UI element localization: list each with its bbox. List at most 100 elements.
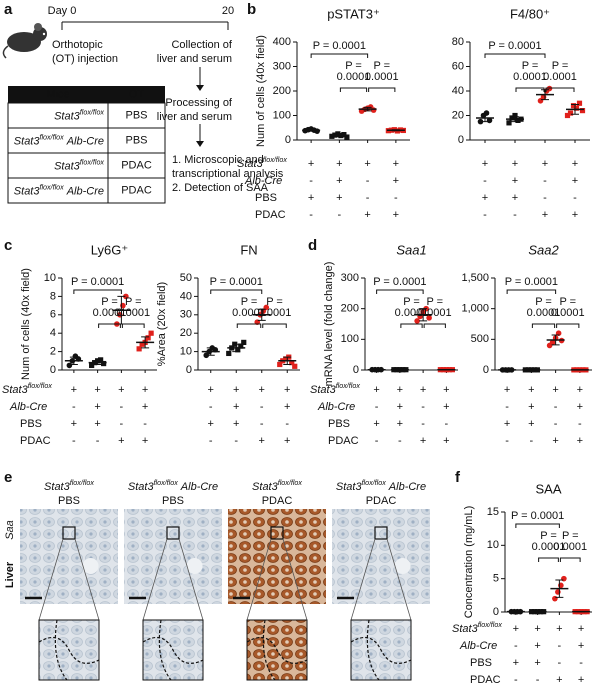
step-text: Collection of bbox=[171, 39, 232, 51]
condition-sign: - bbox=[260, 418, 264, 430]
condition-sign: + bbox=[142, 401, 148, 413]
condition-sign: + bbox=[504, 418, 510, 430]
p-value: P = 0.0001 bbox=[210, 276, 263, 288]
mice-genotype: Stat3flox/flox bbox=[54, 158, 104, 172]
stain-label: Saa bbox=[4, 520, 16, 540]
gene-name: Stat3 bbox=[14, 135, 41, 147]
micrograph-genotype: Stat3flox/flox Alb-Cre bbox=[128, 479, 218, 493]
error-bar bbox=[419, 308, 428, 322]
y-tick-label: 1,500 bbox=[461, 272, 489, 284]
condition-label: PDAC bbox=[470, 674, 501, 686]
error-bar bbox=[363, 106, 372, 112]
data-point bbox=[289, 360, 295, 366]
condition-sign: - bbox=[72, 401, 76, 413]
y-tick-label: 20 bbox=[452, 109, 464, 121]
data-point bbox=[512, 112, 518, 119]
condition-sign: + bbox=[534, 640, 540, 652]
condition-sign: + bbox=[528, 401, 534, 413]
condition-sign: - bbox=[209, 435, 213, 447]
condition-sign: + bbox=[142, 435, 148, 447]
gene-name: Stat3 bbox=[452, 623, 479, 635]
condition-sign: + bbox=[142, 384, 148, 396]
y-tick-label: 100 bbox=[341, 333, 359, 345]
error-bar bbox=[93, 360, 102, 365]
condition-sign: + bbox=[397, 384, 403, 396]
chart-title: F4/80⁺ bbox=[510, 6, 550, 21]
condition-sign: + bbox=[259, 435, 265, 447]
gene-superscript: flox/flox bbox=[278, 479, 303, 487]
y-tick-label: 20 bbox=[180, 327, 192, 339]
data-point bbox=[506, 120, 512, 126]
condition-sign: + bbox=[556, 674, 562, 686]
condition-sign: - bbox=[309, 209, 313, 221]
p-value: 0.0001 bbox=[232, 307, 266, 319]
condition-sign: + bbox=[364, 158, 370, 170]
data-point bbox=[101, 360, 107, 367]
p-value: 0.0001 bbox=[116, 307, 150, 319]
y-axis-label: %Area (20x field) bbox=[156, 282, 168, 366]
comparison-bracket bbox=[98, 323, 121, 328]
comparison-bracket bbox=[559, 557, 581, 562]
data-point bbox=[98, 357, 104, 363]
condition-sign: + bbox=[233, 401, 239, 413]
y-tick-label: 30 bbox=[180, 309, 192, 321]
chart-title: pSTAT3⁺ bbox=[327, 6, 380, 21]
step-text: liver and serum bbox=[157, 53, 232, 65]
step-text: Orthotopic bbox=[52, 39, 103, 51]
condition-sign: + bbox=[336, 158, 342, 170]
condition-sign: + bbox=[259, 384, 265, 396]
condition-sign: - bbox=[505, 401, 509, 413]
gene-name: Stat3 bbox=[252, 481, 279, 493]
data-point bbox=[549, 339, 556, 346]
chart-title: Ly6G⁺ bbox=[91, 242, 128, 257]
step-text: (OT) injection bbox=[52, 53, 118, 65]
gene-name: Stat3 bbox=[14, 185, 41, 197]
condition-sign: + bbox=[420, 384, 426, 396]
p-value: P = 0.0001 bbox=[488, 40, 541, 52]
condition-sign: + bbox=[393, 175, 399, 187]
condition-sign: + bbox=[443, 384, 449, 396]
condition-label: Stat3flox/flox bbox=[310, 382, 360, 396]
condition-sign: + bbox=[94, 384, 100, 396]
data-point bbox=[277, 361, 283, 368]
p-value: P = bbox=[535, 296, 552, 308]
ot-treatment: PBS bbox=[125, 109, 147, 121]
condition-sign: + bbox=[94, 401, 100, 413]
vessel bbox=[394, 558, 411, 574]
condition-sign: + bbox=[513, 657, 519, 669]
comparison-bracket bbox=[262, 323, 287, 328]
data-point bbox=[570, 103, 577, 109]
zoom-lines bbox=[350, 538, 412, 621]
zoom-box bbox=[166, 526, 180, 540]
table-header bbox=[8, 86, 165, 103]
error-bar bbox=[555, 579, 564, 598]
comparison-bracket bbox=[210, 289, 263, 294]
panel-label: d bbox=[308, 237, 317, 254]
p-value: P = 0.0001 bbox=[505, 276, 558, 288]
data-point bbox=[561, 575, 567, 582]
condition-sign: + bbox=[336, 175, 342, 187]
condition-sign: + bbox=[572, 209, 578, 221]
comparison-bracket bbox=[400, 323, 423, 328]
vessel bbox=[82, 558, 99, 574]
p-value: P = bbox=[522, 60, 539, 72]
p-value: 0.0001 bbox=[527, 307, 561, 319]
gene-name: Stat3 bbox=[2, 384, 29, 396]
comparison-bracket bbox=[121, 323, 145, 328]
condition-sign: + bbox=[534, 623, 540, 635]
condition-sign: + bbox=[336, 192, 342, 204]
comparison-bracket bbox=[339, 87, 368, 92]
condition-sign: + bbox=[482, 158, 488, 170]
p-value: 0.0001 bbox=[532, 541, 566, 553]
condition-sign: + bbox=[552, 384, 558, 396]
condition-sign: + bbox=[373, 384, 379, 396]
comparison-bracket bbox=[73, 289, 122, 294]
condition-sign: - bbox=[72, 435, 76, 447]
data-point bbox=[370, 107, 377, 113]
zoom-lines bbox=[246, 538, 308, 621]
y-tick-label: 0 bbox=[483, 364, 489, 376]
chart-title: Saa2 bbox=[528, 242, 559, 257]
condition-sign: + bbox=[534, 657, 540, 669]
error-bar bbox=[283, 356, 292, 365]
